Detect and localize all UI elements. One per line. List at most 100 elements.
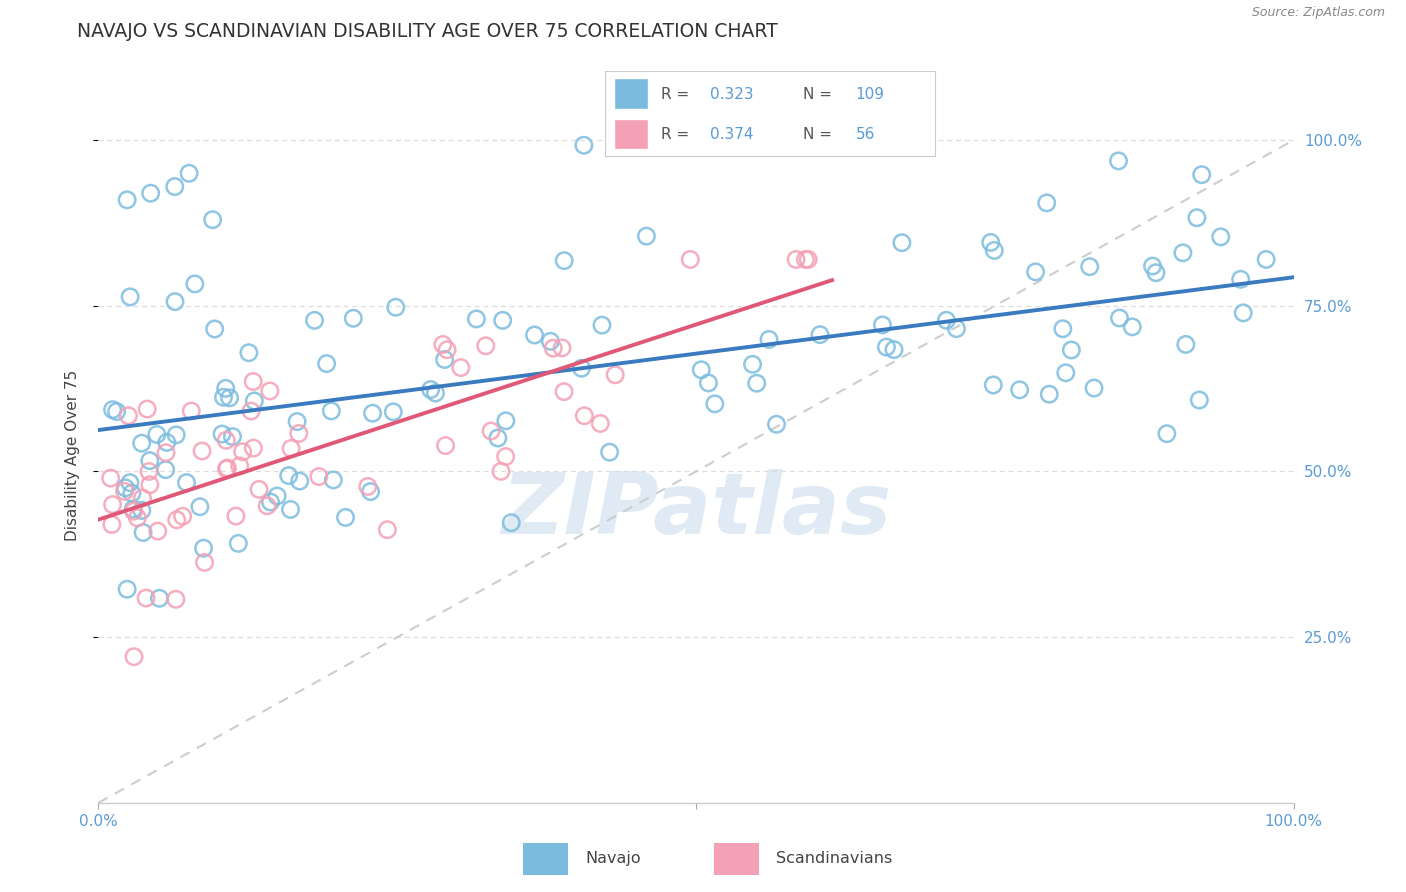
Point <box>135 591 157 605</box>
Point <box>218 391 240 405</box>
Point <box>703 397 725 411</box>
Point <box>122 504 145 518</box>
Point <box>523 328 546 343</box>
Point <box>131 491 153 505</box>
Point <box>890 235 912 250</box>
Point <box>1232 306 1254 320</box>
Point <box>121 486 143 500</box>
Text: Navajo: Navajo <box>585 852 641 866</box>
Point <box>226 536 249 550</box>
Point <box>571 361 593 376</box>
Point <box>605 368 627 382</box>
Point <box>495 414 517 428</box>
Point <box>1038 387 1060 401</box>
Point <box>308 469 330 483</box>
Point <box>139 453 162 467</box>
Point <box>1142 259 1164 273</box>
Point <box>553 384 575 399</box>
Point <box>193 541 215 556</box>
Point <box>980 235 1002 250</box>
Point <box>114 481 136 495</box>
Bar <box>614 119 648 149</box>
Point <box>697 376 720 390</box>
Text: 0.323: 0.323 <box>710 87 754 102</box>
Point <box>1083 381 1105 395</box>
Point <box>215 434 238 448</box>
Text: Source: ZipAtlas.com: Source: ZipAtlas.com <box>1251 6 1385 20</box>
Bar <box>614 78 648 109</box>
Point <box>1108 153 1130 168</box>
Point <box>120 290 142 304</box>
Point <box>243 394 266 409</box>
Point <box>184 277 207 291</box>
Point <box>1156 426 1178 441</box>
Point <box>288 474 311 488</box>
Point <box>163 294 186 309</box>
Point <box>1054 366 1077 380</box>
Point <box>361 406 384 420</box>
Point <box>382 405 405 419</box>
Point <box>105 404 128 418</box>
Point <box>122 649 145 664</box>
Point <box>872 318 894 332</box>
Point <box>166 513 188 527</box>
Point <box>591 318 613 333</box>
Point <box>114 484 136 499</box>
Text: Scandinavians: Scandinavians <box>776 852 893 866</box>
Point <box>242 375 264 389</box>
Point <box>172 509 194 524</box>
Text: NAVAJO VS SCANDINAVIAN DISABILITY AGE OVER 75 CORRELATION CHART: NAVAJO VS SCANDINAVIAN DISABILITY AGE OV… <box>77 22 778 41</box>
Point <box>1191 168 1213 182</box>
Point <box>450 360 472 375</box>
Point <box>1060 343 1083 357</box>
Point <box>266 489 288 503</box>
Point <box>146 524 169 538</box>
Point <box>377 523 399 537</box>
Point <box>321 404 343 418</box>
Point <box>342 311 364 326</box>
Point <box>155 445 177 459</box>
Point <box>165 428 187 442</box>
Point <box>204 322 226 336</box>
Point <box>935 313 957 327</box>
Point <box>101 498 124 512</box>
Text: N =: N = <box>803 127 832 142</box>
Point <box>553 253 575 268</box>
Point <box>492 313 515 327</box>
Point <box>177 166 200 180</box>
Text: N =: N = <box>803 87 832 102</box>
Point <box>146 427 169 442</box>
Text: ZIPatlas: ZIPatlas <box>501 469 891 552</box>
Point <box>118 475 141 490</box>
Point <box>155 463 177 477</box>
Point <box>551 341 574 355</box>
Point <box>432 337 454 351</box>
Point <box>983 244 1005 258</box>
Point <box>163 179 186 194</box>
Point <box>101 517 124 532</box>
Point <box>1078 260 1101 274</box>
Point <box>1188 392 1211 407</box>
Text: 0.374: 0.374 <box>710 127 754 142</box>
Point <box>1185 211 1208 225</box>
Point <box>572 138 595 153</box>
Point <box>486 431 509 445</box>
Point <box>1108 311 1130 326</box>
Point <box>304 313 326 327</box>
Point <box>360 484 382 499</box>
Point <box>285 415 308 429</box>
Point <box>225 509 247 524</box>
Point <box>945 321 967 335</box>
Point <box>765 417 787 432</box>
Point <box>238 345 260 359</box>
Point <box>259 384 281 398</box>
Point <box>221 429 243 443</box>
Point <box>758 333 780 347</box>
Point <box>212 390 235 404</box>
Point <box>176 475 198 490</box>
Point <box>883 343 905 357</box>
Point <box>745 376 768 391</box>
Point <box>1008 383 1031 397</box>
Point <box>256 499 278 513</box>
Point <box>538 334 561 349</box>
